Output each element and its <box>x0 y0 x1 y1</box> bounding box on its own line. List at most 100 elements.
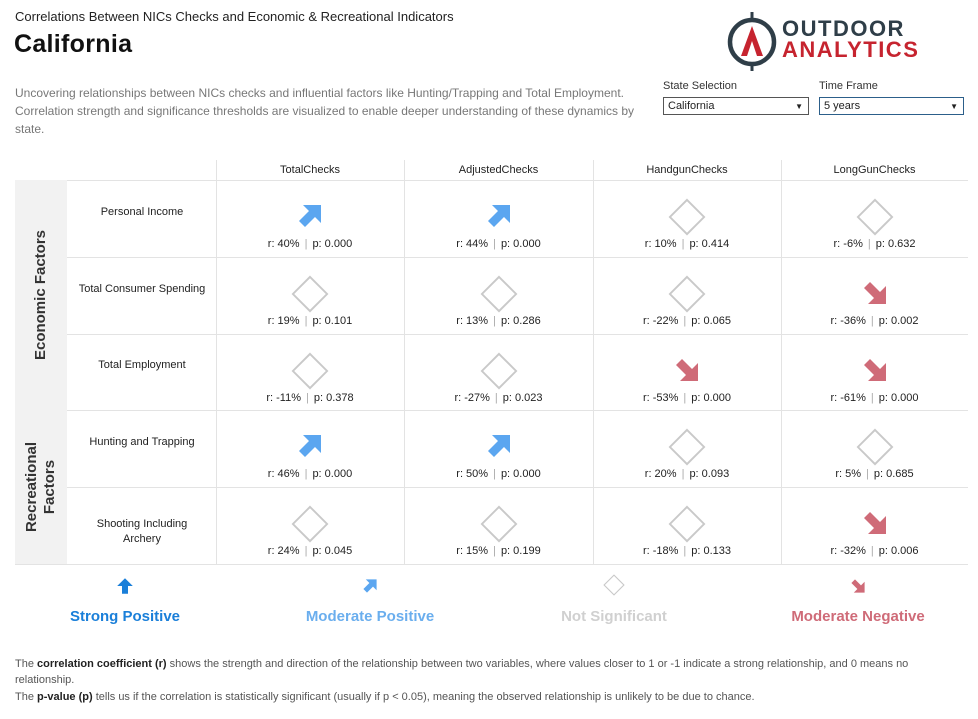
stat-divider: | <box>681 238 685 250</box>
stat-divider: | <box>683 392 687 404</box>
r-value: r: 50% <box>456 468 489 480</box>
group-recreational-factors: Recreational Factors <box>15 410 67 564</box>
p-value: p: 0.045 <box>312 545 353 557</box>
r-value: r: -53% <box>642 392 679 404</box>
correlation-stats: r: 15% | p: 0.199 <box>449 545 549 557</box>
row-label: Total Consumer Spending <box>78 282 206 295</box>
crosshair-logo-icon <box>727 12 777 71</box>
not-significant-icon <box>291 352 329 390</box>
stat-divider: | <box>493 545 496 557</box>
not-significant-icon <box>480 352 518 390</box>
column-header-handgunchecks: HandgunChecks <box>646 164 728 176</box>
moderate-positive-icon <box>484 431 514 461</box>
stat-divider: | <box>683 315 687 327</box>
p-value: p: 0.002 <box>878 315 919 327</box>
correlation-matrix: TotalChecks AdjustedChecks HandgunChecks Lo… <box>15 160 968 565</box>
r-value: r: -6% <box>833 238 863 250</box>
p-footnote-term: p-value (p) <box>37 691 93 703</box>
moderate-negative-icon <box>860 508 890 538</box>
group-label-line1: Recreational <box>23 441 40 533</box>
not-significant-icon <box>856 198 894 236</box>
correlation-stats: r: -18% | p: 0.133 <box>637 545 737 557</box>
legend-moderate-positive-label: Moderate Positive <box>305 608 435 625</box>
moderate-positive-icon <box>295 201 325 231</box>
p-value: p: 0.065 <box>691 315 732 327</box>
correlation-stats: r: -53% | p: 0.000 <box>637 392 737 404</box>
stat-divider: | <box>493 238 496 250</box>
r-value: r: 40% <box>267 238 300 250</box>
correlation-stats: r: -6% | p: 0.632 <box>825 238 925 250</box>
p-value: p: 0.685 <box>873 468 914 480</box>
not-significant-icon <box>668 198 706 236</box>
stat-divider: | <box>866 468 869 480</box>
legend-not-significant-label: Not Significant <box>561 608 667 625</box>
not-significant-icon <box>668 428 706 466</box>
correlation-stats: r: -61% | p: 0.000 <box>825 392 925 404</box>
legend-not-significant-icon <box>603 574 625 596</box>
page-description: Uncovering relationships between NICs ch… <box>15 86 635 136</box>
p-value: p: 0.000 <box>500 468 541 480</box>
stat-divider: | <box>867 238 871 250</box>
outdoor-analytics-logo: OUTDOOR ANALYTICS <box>725 11 925 71</box>
moderate-positive-icon <box>295 431 325 461</box>
p-footnote: The p-value (p) tells us if the correlat… <box>15 689 965 705</box>
stat-divider: | <box>304 468 308 480</box>
correlation-stats: r: 44% | p: 0.000 <box>449 238 549 250</box>
p-value: p: 0.000 <box>312 238 353 250</box>
correlation-stats: r: -36% | p: 0.002 <box>825 315 925 327</box>
correlation-stats: r: -22% | p: 0.065 <box>637 315 737 327</box>
correlation-stats: r: 10% | p: 0.414 <box>637 238 737 250</box>
group-label-line2: Factors <box>41 459 58 515</box>
r-value: r: 5% <box>835 468 862 480</box>
row-label-line2: Archery <box>123 532 161 545</box>
group-label: Recreational Factors <box>23 442 59 532</box>
p-value: p: 0.000 <box>500 238 541 250</box>
correlation-stats: r: 50% | p: 0.000 <box>449 468 549 480</box>
group-label: Economic Factors <box>32 229 49 361</box>
correlation-stats: r: 20% | p: 0.093 <box>637 468 737 480</box>
page-kicker: Correlations Between NICs Checks and Eco… <box>15 9 454 24</box>
legend-moderate-positive-icon <box>361 577 379 595</box>
correlation-stats: r: 40% | p: 0.000 <box>260 238 360 250</box>
p-value: p: 0.006 <box>878 545 919 557</box>
r-value: r: -18% <box>642 545 679 557</box>
correlation-stats: r: -11% | p: 0.378 <box>260 392 360 404</box>
correlation-stats: r: 24% | p: 0.045 <box>260 545 360 557</box>
state-selection-dropdown[interactable]: California ▼ <box>663 97 809 115</box>
row-label: Personal Income <box>100 205 184 218</box>
moderate-negative-icon <box>672 355 702 385</box>
correlation-stats: r: 5% | p: 0.685 <box>825 468 925 480</box>
stat-divider: | <box>870 545 874 557</box>
column-header-totalchecks: TotalChecks <box>280 164 340 176</box>
r-value: r: -22% <box>642 315 679 327</box>
r-value: r: 46% <box>267 468 300 480</box>
not-significant-icon <box>480 275 518 313</box>
r-value: r: 19% <box>267 315 300 327</box>
state-selection-value: California <box>668 100 715 112</box>
r-value: r: 10% <box>644 238 677 250</box>
time-frame-label: Time Frame <box>819 80 878 92</box>
group-economic-factors: Economic Factors <box>15 180 67 410</box>
correlation-stats: r: 13% | p: 0.286 <box>449 315 549 327</box>
stat-divider: | <box>681 468 685 480</box>
column-header-longgunchecks: LongGunChecks <box>833 164 916 176</box>
r-footnote-text: shows the strength and direction of the … <box>15 658 909 686</box>
logo-text-outdoor: OUTDOOR <box>782 16 905 41</box>
not-significant-icon <box>291 505 329 543</box>
p-value: p: 0.414 <box>689 238 730 250</box>
p-value: p: 0.000 <box>312 468 353 480</box>
state-selection-label: State Selection <box>663 80 737 92</box>
page-title: California <box>14 30 133 58</box>
correlation-stats: r: 19% | p: 0.101 <box>260 315 360 327</box>
r-value: r: -27% <box>454 392 490 404</box>
stat-divider: | <box>493 468 496 480</box>
stat-divider: | <box>306 392 309 404</box>
stat-divider: | <box>493 315 496 327</box>
stat-divider: | <box>870 315 874 327</box>
not-significant-icon <box>291 275 329 313</box>
r-footnote: The correlation coefficient (r) shows th… <box>15 656 965 688</box>
p-value: p: 0.133 <box>691 545 732 557</box>
row-label-line1: Shooting Including <box>96 517 188 530</box>
stat-divider: | <box>683 545 687 557</box>
time-frame-dropdown[interactable]: 5 years ▼ <box>819 97 964 115</box>
